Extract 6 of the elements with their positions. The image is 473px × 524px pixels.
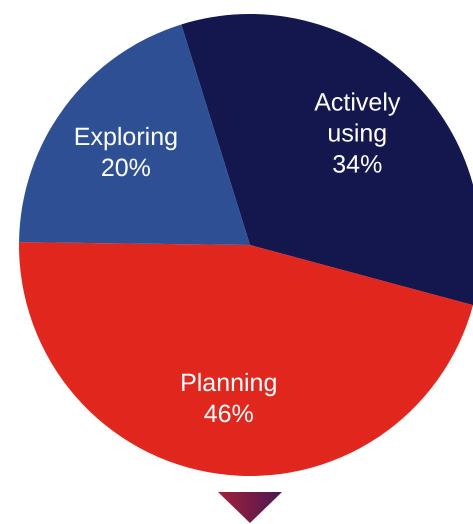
data-label: 46% bbox=[204, 400, 254, 428]
data-label: 34% bbox=[332, 150, 382, 178]
data-label: 20% bbox=[100, 154, 151, 182]
slice-label: Planning bbox=[180, 368, 278, 397]
slice-label: Exploring bbox=[74, 123, 178, 152]
slice-label: Actively using bbox=[314, 88, 401, 148]
